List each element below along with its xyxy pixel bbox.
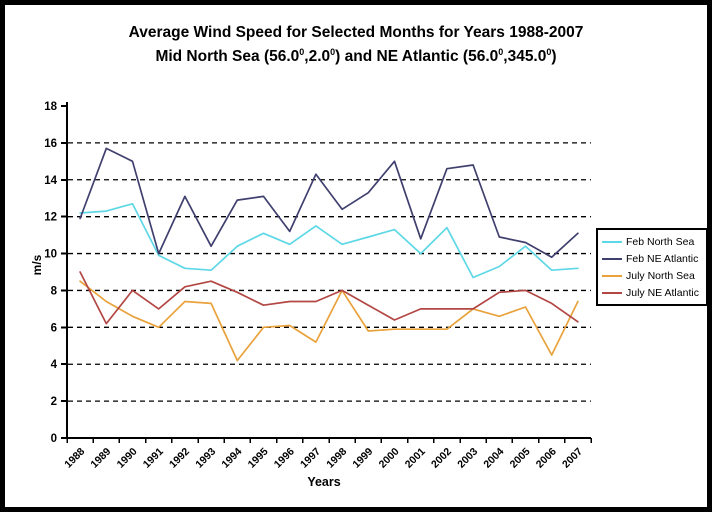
series-line-july-north-sea: [79, 280, 579, 362]
x-tick-label: 1999: [350, 446, 375, 471]
x-tick-label: 2002: [429, 446, 454, 471]
legend-label: Feb North Sea: [626, 235, 695, 248]
legend-line-swatch: [602, 257, 622, 260]
degree-superscript: 0: [330, 46, 336, 57]
chart-title: Average Wind Speed for Selected Months f…: [5, 21, 707, 69]
legend-item: July NE Atlantic: [600, 284, 704, 301]
x-tick-label: 2005: [508, 446, 533, 471]
chart-title-line1: Average Wind Speed for Selected Months f…: [128, 24, 584, 41]
x-tick-label: 2006: [534, 446, 559, 471]
series-line-feb-ne-atlantic: [79, 147, 579, 259]
legend-label: July NE Atlantic: [626, 286, 699, 299]
x-tick-label: 2001: [403, 446, 428, 471]
y-tick-label: 4: [51, 359, 58, 371]
x-tick-label: 1993: [193, 446, 218, 471]
degree-superscript: 0: [299, 46, 305, 57]
y-tick-label: 12: [44, 212, 57, 224]
x-tick-label: 1998: [324, 446, 349, 471]
degree-superscript: 0: [546, 46, 552, 57]
x-tick-label: 1996: [272, 446, 297, 471]
series-line-feb-north-sea: [79, 202, 579, 279]
legend-item: Feb NE Atlantic: [600, 250, 704, 267]
x-tick-label: 1995: [246, 446, 271, 471]
legend-line-swatch: [602, 291, 622, 294]
series-line-july-ne-atlantic: [79, 271, 579, 325]
y-tick-label: 0: [51, 433, 57, 445]
x-tick-label: 1988: [62, 446, 87, 471]
x-tick-label: 1991: [141, 446, 166, 471]
legend-item: July North Sea: [600, 267, 704, 284]
x-tick-label: 2007: [560, 446, 585, 471]
legend-label: July North Sea: [626, 269, 695, 282]
x-axis-title: Years: [307, 475, 341, 489]
x-tick-label: 1992: [167, 446, 192, 471]
legend-label: Feb NE Atlantic: [626, 252, 699, 265]
x-tick-label: 2000: [377, 446, 402, 471]
legend-item: Feb North Sea: [600, 233, 704, 250]
title-text-segment: Mid North Sea (56.0: [155, 48, 300, 66]
x-tick-label: 2003: [455, 446, 480, 471]
x-tick-label: 1989: [88, 446, 113, 471]
y-tick-label: 14: [44, 175, 57, 187]
x-tick-label: 2004: [481, 446, 506, 471]
y-tick-label: 16: [44, 138, 57, 150]
y-tick-label: 2: [51, 396, 57, 408]
title-text-segment: ): [551, 48, 557, 66]
degree-superscript: 0: [498, 46, 504, 57]
title-text-segment: ,345.0: [503, 48, 547, 66]
title-text-segment: ,2.0: [304, 48, 331, 66]
chart-title-line2: Mid North Sea (56.00,2.00) and NE Atlant…: [5, 45, 707, 69]
y-tick-label: 6: [51, 322, 57, 334]
y-tick-label: 10: [44, 249, 57, 261]
legend: Feb North Sea Feb NE Atlantic July North…: [596, 228, 707, 306]
x-tick-label: 1994: [219, 446, 244, 471]
legend-line-swatch: [602, 274, 622, 277]
y-axis-title: m/s: [30, 254, 44, 276]
title-text-segment: ) and NE Atlantic (56.0: [335, 48, 499, 66]
y-tick-label: 18: [44, 101, 57, 113]
legend-line-swatch: [602, 240, 622, 243]
x-tick-label: 1990: [115, 446, 140, 471]
x-tick-label: 1997: [298, 446, 323, 471]
y-tick-label: 8: [51, 285, 58, 297]
